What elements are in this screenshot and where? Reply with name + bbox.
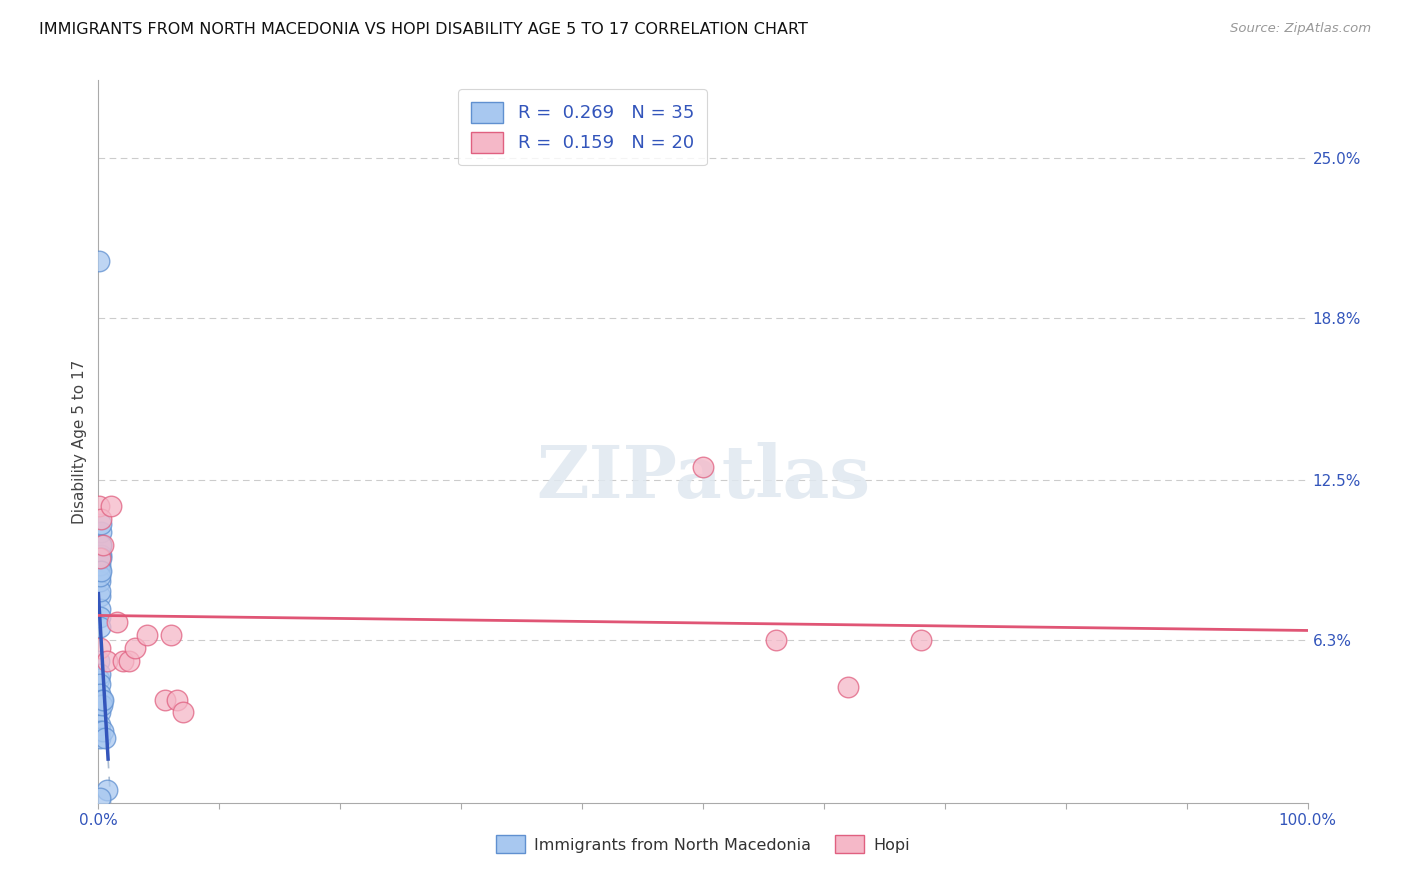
Point	[100, 499, 122, 513]
Point	[160, 628, 183, 642]
Point	[135, 628, 157, 642]
Point	[90, 538, 112, 552]
Point	[89, 698, 111, 712]
Point	[837, 680, 859, 694]
Point	[89, 620, 111, 634]
Point	[89, 654, 111, 668]
Point	[90, 548, 112, 562]
Point	[89, 723, 111, 738]
Point	[89, 687, 111, 701]
Point	[105, 615, 128, 630]
Point	[111, 654, 134, 668]
Point	[90, 692, 112, 706]
Point	[89, 254, 111, 268]
Y-axis label: Disability Age 5 to 17: Disability Age 5 to 17	[72, 359, 87, 524]
Point	[90, 517, 112, 532]
Point	[89, 672, 111, 686]
Point	[89, 590, 111, 604]
Point	[166, 692, 188, 706]
Point	[91, 538, 114, 552]
Point	[89, 574, 111, 588]
Point	[89, 602, 111, 616]
Point	[118, 654, 141, 668]
Point	[94, 731, 117, 746]
Point	[90, 564, 112, 578]
Point	[91, 698, 114, 712]
Point	[90, 524, 112, 539]
Point	[90, 512, 112, 526]
Point	[910, 633, 932, 648]
Point	[89, 564, 111, 578]
Point	[89, 584, 111, 599]
Point	[96, 783, 118, 797]
Point	[89, 677, 111, 691]
Point	[124, 640, 146, 655]
Point	[89, 640, 111, 655]
Point	[96, 654, 118, 668]
Text: Source: ZipAtlas.com: Source: ZipAtlas.com	[1230, 22, 1371, 36]
Point	[89, 558, 111, 573]
Point	[91, 723, 114, 738]
Point	[91, 692, 114, 706]
Point	[172, 706, 194, 720]
Point	[89, 731, 111, 746]
Text: IMMIGRANTS FROM NORTH MACEDONIA VS HOPI DISABILITY AGE 5 TO 17 CORRELATION CHART: IMMIGRANTS FROM NORTH MACEDONIA VS HOPI …	[39, 22, 808, 37]
Point	[765, 633, 787, 648]
Point	[89, 550, 111, 565]
Point	[153, 692, 176, 706]
Point	[89, 550, 111, 565]
Point	[89, 499, 111, 513]
Point	[89, 790, 111, 805]
Point	[89, 610, 111, 624]
Point	[90, 538, 112, 552]
Text: ZIPatlas: ZIPatlas	[536, 442, 870, 513]
Point	[89, 718, 111, 732]
Point	[89, 666, 111, 681]
Point	[89, 706, 111, 720]
Point	[692, 460, 714, 475]
Legend: Immigrants from North Macedonia, Hopi: Immigrants from North Macedonia, Hopi	[489, 829, 917, 860]
Point	[90, 550, 112, 565]
Point	[89, 568, 111, 582]
